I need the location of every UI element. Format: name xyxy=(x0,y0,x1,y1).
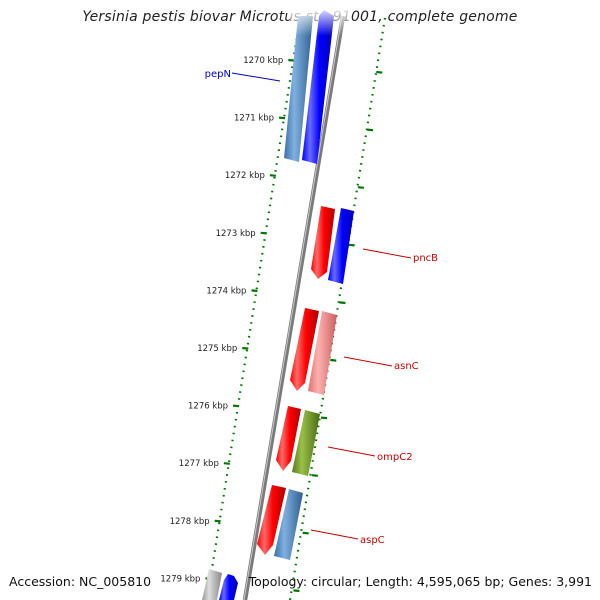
feature-red-reverse-3 xyxy=(276,406,301,471)
ruler-major-tick-inner xyxy=(214,519,221,523)
feature-pncB xyxy=(328,208,354,284)
ruler-major-tick-inner xyxy=(260,231,267,235)
feature-ompC2 xyxy=(292,410,320,476)
ruler-major-tick-outer xyxy=(311,474,318,477)
feature-blue-forward-1 xyxy=(302,10,334,164)
outer-dotted-ruler xyxy=(288,17,387,600)
feature-asnC xyxy=(308,311,337,395)
genome-backbone xyxy=(242,15,346,600)
ruler-major-tick-inner xyxy=(232,404,240,408)
ruler-major-tick-inner xyxy=(269,174,276,177)
ruler-tick-label: 1276 kbp xyxy=(188,402,228,412)
ruler-tick-label: 1273 kbp xyxy=(216,229,256,239)
ruler-tick-label: 1272 kbp xyxy=(225,171,265,181)
accession-text: Accession: NC_005810 xyxy=(9,574,152,589)
genome-backbone-highlight xyxy=(243,15,343,600)
feature-track xyxy=(202,10,354,600)
ruler-major-tick-inner xyxy=(288,58,295,62)
leader-aspC xyxy=(310,529,359,540)
feature-red-reverse-1 xyxy=(311,206,335,279)
ruler-tick-label: 1275 kbp xyxy=(197,344,237,354)
feature-pepN-light-blue xyxy=(284,16,313,162)
ruler-ticks: 1270 kbp 1271 kbp 1272 kbp 1273 kbp 1274 kbp… xyxy=(160,56,383,593)
ruler-major-tick-inner xyxy=(278,116,286,120)
ruler-major-tick-outer xyxy=(302,531,309,535)
leader-pncB xyxy=(362,248,412,259)
ruler-major-tick-outer xyxy=(330,358,337,362)
leader-asnC xyxy=(343,356,393,367)
ruler-major-tick-outer xyxy=(366,128,374,132)
label-pepN: pepN xyxy=(205,69,231,80)
ruler-tick-label: 1271 kbp xyxy=(234,114,274,124)
ruler-major-tick-outer xyxy=(348,243,355,247)
label-pncB: pncB xyxy=(413,253,438,264)
inner-dotted-ruler xyxy=(205,17,302,600)
ruler-major-tick-outer xyxy=(320,416,328,420)
feature-red-reverse-2 xyxy=(290,308,319,391)
ruler-major-tick-outer xyxy=(293,589,300,593)
ruler-major-tick-inner xyxy=(223,462,230,465)
feature-red-reverse-4 xyxy=(257,485,286,555)
ruler-major-tick-outer xyxy=(357,186,364,189)
ruler-tick-label: 1270 kbp xyxy=(243,56,283,66)
feature-fade-top xyxy=(290,10,350,36)
ruler-major-tick-inner xyxy=(251,289,258,293)
label-ompC2: ompC2 xyxy=(377,452,413,463)
topology-summary: Topology: circular; Length: 4,595,065 bp… xyxy=(248,574,592,589)
leader-ompC2 xyxy=(327,446,376,457)
label-asnC: asnC xyxy=(394,361,419,372)
feature-gray xyxy=(202,569,222,600)
leader-pepN xyxy=(231,72,281,82)
ruler-major-tick-inner xyxy=(242,346,249,350)
ruler-tick-label: 1274 kbp xyxy=(206,286,246,296)
ruler-tick-label: 1279 kbp xyxy=(160,574,200,584)
ruler-major-tick-outer xyxy=(376,70,383,74)
ruler-tick-label: 1278 kbp xyxy=(170,517,210,527)
ruler-tick-label: 1277 kbp xyxy=(179,459,219,469)
label-aspC: aspC xyxy=(360,535,385,546)
feature-aspC xyxy=(274,489,303,560)
feature-blue-forward-2 xyxy=(219,574,238,600)
ruler-major-tick-outer xyxy=(339,301,346,305)
gene-labels: pepN pncB asnC ompC2 aspC xyxy=(205,69,439,546)
